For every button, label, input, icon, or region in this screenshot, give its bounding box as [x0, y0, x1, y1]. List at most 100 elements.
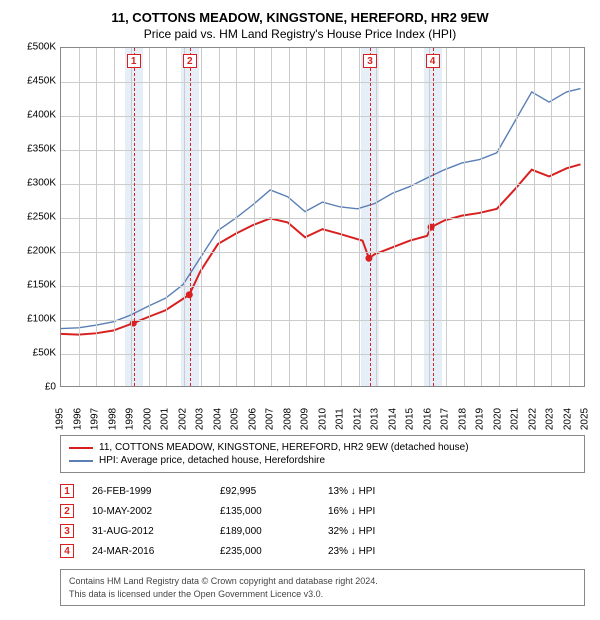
gridline-v [464, 48, 465, 386]
gridline-v [376, 48, 377, 386]
gridline-v [114, 48, 115, 386]
gridline-v [149, 48, 150, 386]
gridline-v [341, 48, 342, 386]
chart-lines [61, 48, 584, 386]
sale-price: £189,000 [220, 526, 310, 537]
y-tick-label: £500K [27, 42, 56, 53]
y-tick-label: £200K [27, 246, 56, 257]
x-tick-label: 2019 [475, 408, 486, 430]
gridline-v [411, 48, 412, 386]
x-tick-label: 2017 [440, 408, 451, 430]
gridline-v [324, 48, 325, 386]
sale-diff: 23% ↓ HPI [328, 546, 438, 557]
y-axis: £0£50K£100K£150K£200K£250K£300K£350K£400… [10, 47, 60, 387]
x-tick-label: 2010 [317, 408, 328, 430]
gridline-v [201, 48, 202, 386]
x-tick-label: 2003 [195, 408, 206, 430]
gridline-v [131, 48, 132, 386]
gridline-v [516, 48, 517, 386]
gridline-h [61, 354, 584, 355]
sale-spine [134, 48, 135, 386]
sale-spine [370, 48, 371, 386]
y-tick-label: £0 [45, 382, 56, 393]
sale-number-box: 4 [60, 544, 74, 558]
x-tick-label: 2015 [405, 408, 416, 430]
gridline-v [254, 48, 255, 386]
chart-title: 11, COTTONS MEADOW, KINGSTONE, HEREFORD,… [10, 10, 590, 25]
x-tick-label: 2014 [387, 408, 398, 430]
gridline-v [446, 48, 447, 386]
y-tick-label: £450K [27, 76, 56, 87]
x-tick-label: 1996 [72, 408, 83, 430]
x-tick-label: 2024 [562, 408, 573, 430]
y-tick-label: £150K [27, 280, 56, 291]
x-tick-label: 1995 [55, 408, 66, 430]
gridline-v [289, 48, 290, 386]
sale-marker: 3 [363, 54, 377, 68]
x-tick-label: 2001 [160, 408, 171, 430]
gridline-h [61, 82, 584, 83]
sale-marker: 4 [426, 54, 440, 68]
x-tick-label: 2020 [492, 408, 503, 430]
series-property [61, 164, 581, 334]
x-tick-label: 2002 [177, 408, 188, 430]
sale-dot [365, 255, 372, 262]
footer-line: Contains HM Land Registry data © Crown c… [69, 575, 576, 588]
sale-marker: 1 [127, 54, 141, 68]
gridline-v [184, 48, 185, 386]
footer-line: This data is licensed under the Open Gov… [69, 588, 576, 601]
gridline-v [271, 48, 272, 386]
x-tick-label: 2009 [300, 408, 311, 430]
gridline-h [61, 286, 584, 287]
sales-row: 126-FEB-1999£92,99513% ↓ HPI [60, 481, 585, 501]
x-tick-label: 1997 [90, 408, 101, 430]
chart-area: £0£50K£100K£150K£200K£250K£300K£350K£400… [10, 47, 590, 427]
sale-date: 26-FEB-1999 [92, 486, 202, 497]
gridline-v [551, 48, 552, 386]
gridline-v [359, 48, 360, 386]
x-tick-label: 2000 [142, 408, 153, 430]
gridline-v [499, 48, 500, 386]
gridline-h [61, 320, 584, 321]
sale-diff: 16% ↓ HPI [328, 506, 438, 517]
gridline-v [534, 48, 535, 386]
sale-diff: 32% ↓ HPI [328, 526, 438, 537]
gridline-h [61, 150, 584, 151]
x-tick-label: 2022 [527, 408, 538, 430]
y-tick-label: £100K [27, 314, 56, 325]
chart-subtitle: Price paid vs. HM Land Registry's House … [10, 27, 590, 41]
series-hpi [61, 89, 581, 329]
footer: Contains HM Land Registry data © Crown c… [60, 569, 585, 606]
y-tick-label: £250K [27, 212, 56, 223]
x-tick-label: 2012 [352, 408, 363, 430]
sale-number-box: 1 [60, 484, 74, 498]
sale-price: £92,995 [220, 486, 310, 497]
gridline-v [569, 48, 570, 386]
x-tick-label: 2004 [212, 408, 223, 430]
legend-item-property: 11, COTTONS MEADOW, KINGSTONE, HEREFORD,… [69, 442, 576, 453]
y-tick-label: £350K [27, 144, 56, 155]
y-tick-label: £50K [33, 348, 56, 359]
sale-spine [433, 48, 434, 386]
sales-row: 331-AUG-2012£189,00032% ↓ HPI [60, 521, 585, 541]
legend-item-hpi: HPI: Average price, detached house, Here… [69, 455, 576, 466]
sale-price: £235,000 [220, 546, 310, 557]
gridline-v [236, 48, 237, 386]
sale-marker: 2 [183, 54, 197, 68]
legend: 11, COTTONS MEADOW, KINGSTONE, HEREFORD,… [60, 435, 585, 473]
x-tick-label: 2005 [230, 408, 241, 430]
x-tick-label: 2013 [370, 408, 381, 430]
legend-label: 11, COTTONS MEADOW, KINGSTONE, HEREFORD,… [99, 442, 469, 453]
sale-number-box: 2 [60, 504, 74, 518]
sale-date: 24-MAR-2016 [92, 546, 202, 557]
sales-row: 210-MAY-2002£135,00016% ↓ HPI [60, 501, 585, 521]
gridline-h [61, 184, 584, 185]
sale-date: 31-AUG-2012 [92, 526, 202, 537]
sales-row: 4 24-MAR-2016 £235,000 23% ↓ HPI [60, 541, 585, 561]
x-tick-label: 2011 [335, 408, 346, 430]
gridline-v [306, 48, 307, 386]
gridline-v [79, 48, 80, 386]
legend-swatch [69, 460, 93, 462]
gridline-v [429, 48, 430, 386]
gridline-v [481, 48, 482, 386]
